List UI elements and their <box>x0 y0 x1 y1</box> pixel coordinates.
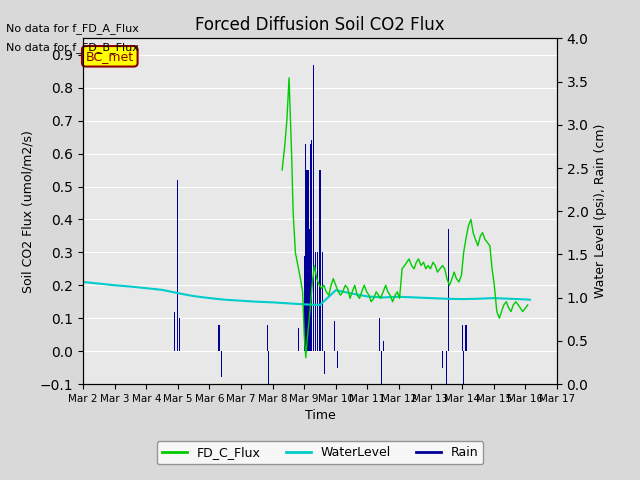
Bar <box>179 318 180 351</box>
Bar <box>333 322 335 351</box>
Bar <box>324 351 325 374</box>
Bar <box>310 144 311 351</box>
Bar <box>379 318 380 351</box>
Bar <box>308 229 310 351</box>
Legend: FD_C_Flux, WaterLevel, Rain: FD_C_Flux, WaterLevel, Rain <box>157 441 483 464</box>
Bar <box>298 328 299 351</box>
Bar <box>307 170 308 351</box>
Bar <box>465 325 466 351</box>
Bar <box>337 351 338 368</box>
Title: Forced Diffusion Soil CO2 Flux: Forced Diffusion Soil CO2 Flux <box>195 16 445 34</box>
Bar <box>322 252 323 351</box>
Bar <box>305 144 306 351</box>
Bar <box>461 325 463 351</box>
Y-axis label: Soil CO2 Flux (umol/m2/s): Soil CO2 Flux (umol/m2/s) <box>21 130 35 293</box>
Bar <box>311 141 312 351</box>
Bar <box>315 252 316 351</box>
Bar <box>303 256 305 351</box>
Text: No data for f_FD_B_Flux: No data for f_FD_B_Flux <box>6 42 140 53</box>
Bar <box>445 351 447 466</box>
Text: No data for f_FD_A_Flux: No data for f_FD_A_Flux <box>6 23 140 34</box>
Bar <box>319 170 321 351</box>
Bar <box>312 65 314 351</box>
Bar <box>306 170 307 351</box>
Bar <box>177 180 179 351</box>
Y-axis label: Water Level (psi), Rain (cm): Water Level (psi), Rain (cm) <box>594 124 607 299</box>
Bar <box>268 351 269 384</box>
Bar <box>218 325 220 351</box>
Bar <box>442 351 443 368</box>
Bar <box>317 252 318 351</box>
Bar <box>463 351 464 466</box>
Bar <box>381 351 382 384</box>
Text: BC_met: BC_met <box>86 50 134 63</box>
Bar <box>448 229 449 351</box>
X-axis label: Time: Time <box>305 409 335 422</box>
Bar <box>221 351 222 377</box>
Bar <box>383 341 384 351</box>
Bar <box>174 312 175 351</box>
